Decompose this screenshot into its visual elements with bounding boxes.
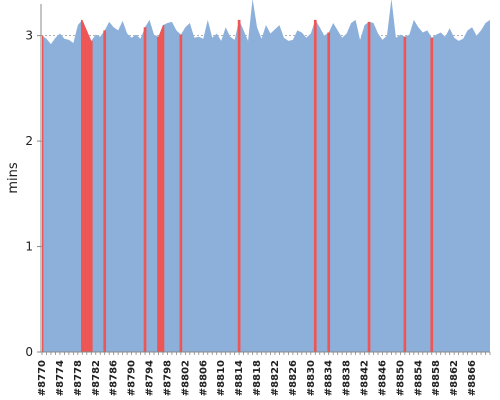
y-tick-label: 2 [25, 134, 33, 148]
highlight-band [327, 32, 331, 353]
x-tick-label: #8842 [360, 360, 371, 396]
x-tick-label: #8798 [162, 360, 173, 396]
y-tick-label: 0 [25, 345, 33, 359]
highlight-band [367, 21, 371, 352]
y-tick-label: 3 [25, 29, 33, 43]
x-tick-label: #8802 [180, 360, 191, 396]
x-tick-label: #8846 [377, 360, 388, 396]
x-tick-label: #8818 [252, 360, 263, 396]
x-tick-label: #8826 [288, 360, 299, 396]
highlight-band [403, 36, 407, 352]
x-tick-label: #8834 [324, 360, 335, 396]
x-tick-label: #8866 [467, 360, 478, 396]
x-tick-label: #8770 [37, 360, 48, 396]
axes [40, 4, 490, 353]
x-tick-label: #8822 [270, 360, 281, 396]
x-tick-labels: #8770 #8774 #8778 #8782 #8786 #8790 #8794 #8798… [37, 352, 491, 396]
highlight-band [313, 19, 317, 353]
x-tick-label: #8830 [306, 360, 317, 396]
highlight-series [42, 19, 434, 353]
x-tick-label: #8790 [127, 360, 138, 396]
x-tick-label: #8858 [431, 360, 442, 396]
highlight-band [80, 19, 93, 353]
x-tick-label: #8786 [109, 360, 120, 396]
x-tick-label: #8810 [216, 360, 227, 396]
area-series [42, 0, 490, 352]
highlight-band [179, 34, 183, 352]
y-tick-labels: 0 1 2 3 [25, 29, 41, 359]
highlight-band [430, 37, 434, 352]
highlight-band [143, 27, 147, 352]
y-axis-title: mins [6, 162, 21, 194]
x-tick-label: #8862 [449, 360, 460, 396]
highlight-band [103, 30, 107, 352]
area-series-fill [42, 0, 490, 352]
highlight-band [237, 19, 241, 353]
highlight-band [157, 25, 165, 352]
x-tick-label: #8794 [145, 360, 156, 396]
x-tick-label: #8806 [198, 360, 209, 396]
x-tick-label: #8778 [73, 360, 84, 396]
x-tick-label: #8854 [413, 360, 424, 396]
x-tick-label: #8774 [55, 360, 66, 396]
highlight-band [42, 35, 44, 353]
x-tick-label: #8838 [342, 360, 353, 396]
x-tick-label: #8850 [395, 360, 406, 396]
x-tick-label: #8782 [91, 360, 102, 396]
y-tick-label: 1 [25, 240, 33, 254]
x-tick-label: #8814 [234, 360, 245, 396]
